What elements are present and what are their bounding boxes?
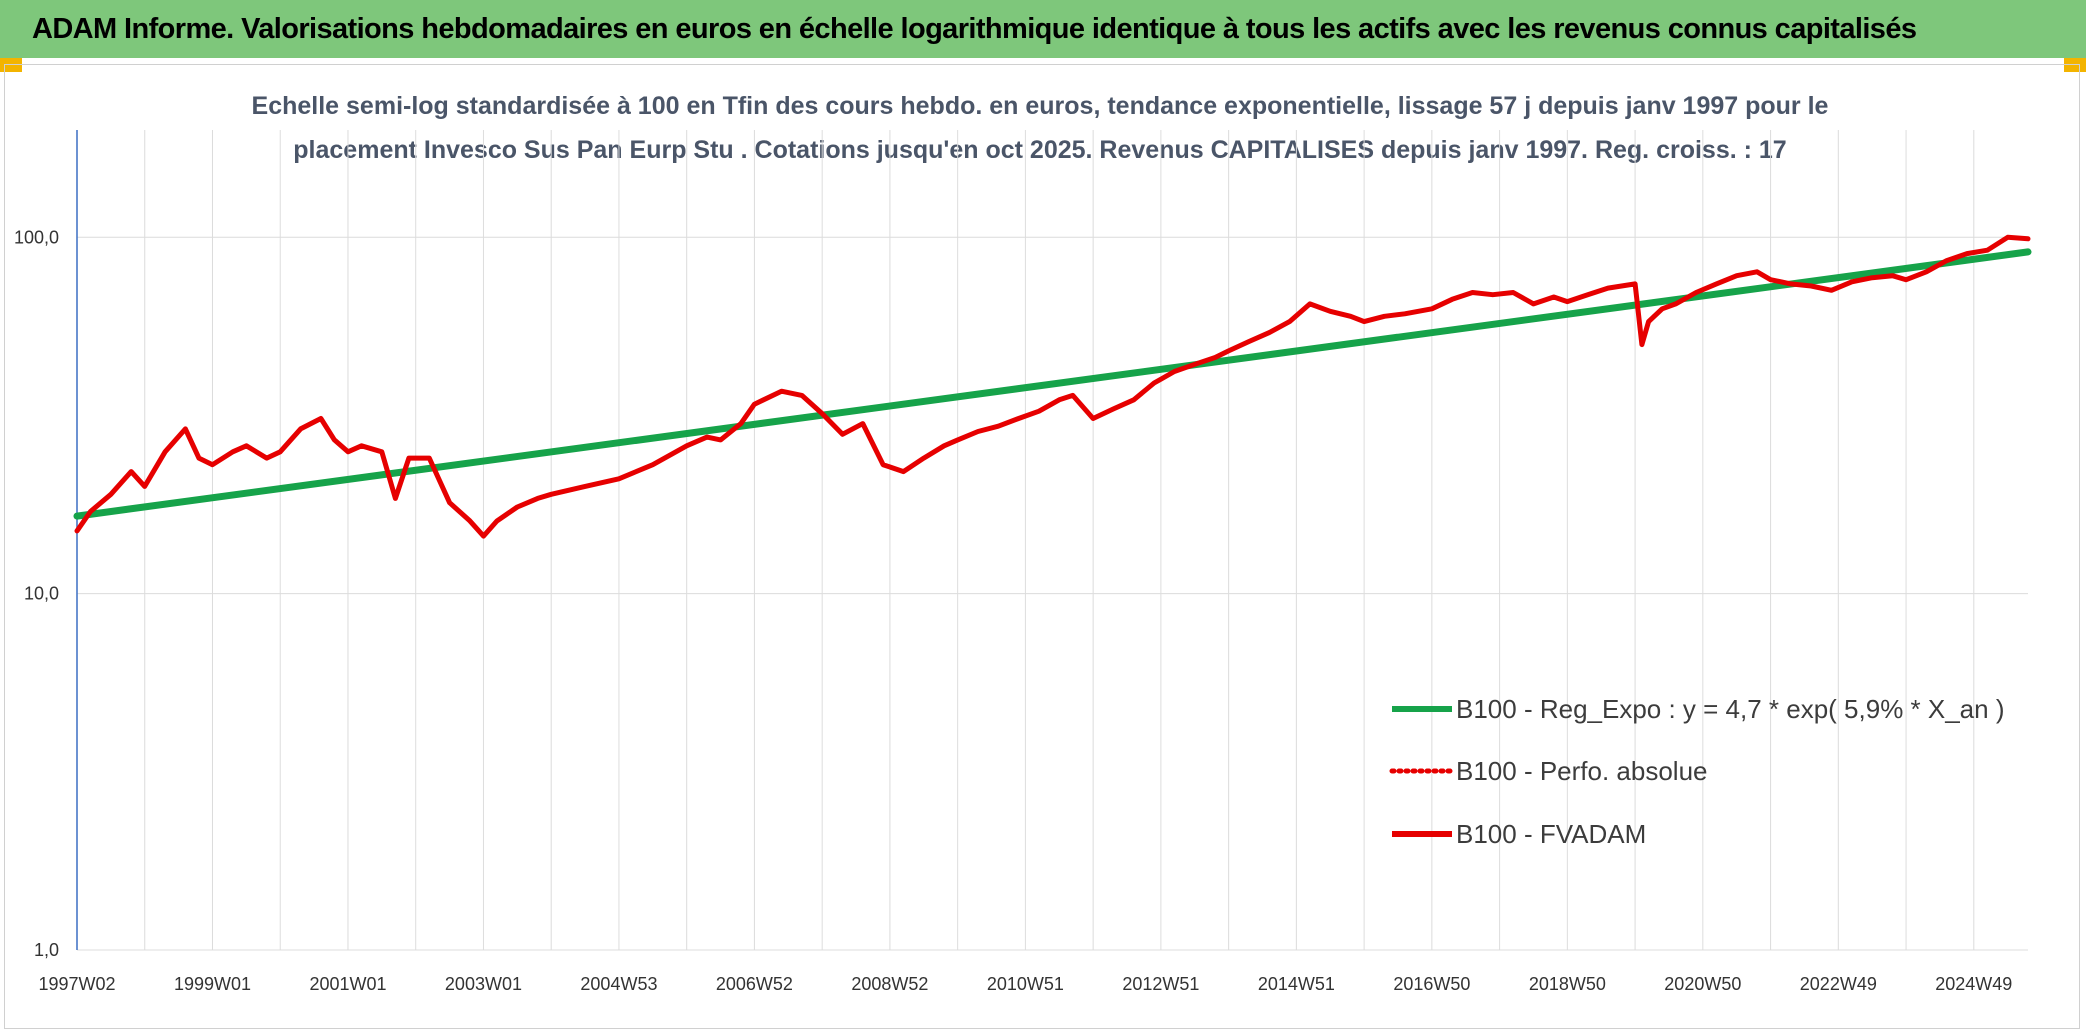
series-trend-line: [73, 248, 2032, 520]
legend-label-trend: B100 - Reg_Expo : y = 4,7 * exp( 5,9% * …: [1456, 694, 2005, 724]
series: [73, 234, 2032, 539]
grid: [76, 130, 2028, 951]
x-tick-label: 2018W50: [1529, 974, 1606, 994]
x-tick-label: 2001W01: [309, 974, 386, 994]
page-title: ADAM Informe. Valorisations hebdomadaire…: [0, 0, 2086, 58]
x-tick-label: 2008W52: [851, 974, 928, 994]
x-tick-label: 2020W50: [1664, 974, 1741, 994]
x-tick-label: 2014W51: [1258, 974, 1335, 994]
x-tick-label: 2022W49: [1800, 974, 1877, 994]
x-axis-ticks: 1997W02 1999W01 2001W01 2003W01 2004W53 2006W…: [38, 974, 2012, 994]
legend: B100 - Reg_Expo : y = 4,7 * exp( 5,9% * …: [1389, 694, 2005, 849]
series-fvadam-line: [74, 234, 2031, 539]
x-tick-label: 2016W50: [1393, 974, 1470, 994]
x-tick-label: 2006W52: [716, 974, 793, 994]
chart-subtitle-line-1: Echelle semi-log standardisée à 100 en T…: [252, 92, 1829, 120]
corner-accent-right: [2064, 58, 2086, 72]
x-tick-label: 2012W51: [1122, 974, 1199, 994]
x-tick-label: 1997W02: [38, 974, 115, 994]
y-axis-ticks: 1,0 10,0 100,0: [14, 227, 59, 960]
y-tick-label: 10,0: [24, 584, 59, 604]
x-tick-label: 2003W01: [445, 974, 522, 994]
x-tick-label: 2010W51: [987, 974, 1064, 994]
y-tick-label: 100,0: [14, 227, 59, 247]
y-tick-label: 1,0: [34, 940, 59, 960]
x-tick-label: 2024W49: [1935, 974, 2012, 994]
chart-frame: [4, 64, 2080, 1029]
legend-label-fvadam: B100 - FVADAM: [1456, 819, 1646, 849]
x-tick-label: 1999W01: [174, 974, 251, 994]
legend-label-perfo: B100 - Perfo. absolue: [1456, 756, 1708, 786]
corner-accent-left: [0, 58, 22, 72]
chart-subtitle-line-2: placement Invesco Sus Pan Eurp Stu . Cot…: [293, 136, 1786, 164]
x-tick-label: 2004W53: [580, 974, 657, 994]
